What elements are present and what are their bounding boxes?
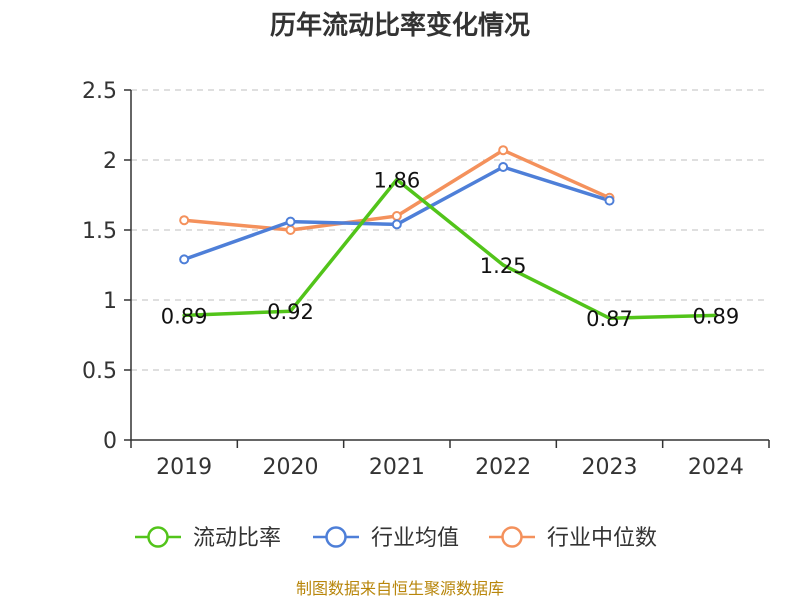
series-line: [182, 177, 718, 320]
series-point: [285, 225, 296, 235]
y-tick-label: 1.5: [82, 219, 117, 244]
legend-marker: [325, 526, 347, 548]
data-label: 0.92: [267, 300, 314, 324]
x-tick-label: 2023: [582, 455, 638, 480]
series-point: [498, 162, 509, 172]
data-labels: 0.89 0.92 1.86 1.25 0.87 0.89: [161, 169, 739, 332]
x-tick-label: 2021: [369, 455, 425, 480]
series-points: [179, 145, 615, 265]
series-lines: [182, 148, 718, 320]
y-tick-label: 0: [103, 429, 117, 454]
x-axis-ticks: 2019 2020 2021 2022 2023 2024: [156, 455, 744, 480]
y-tick-label: 1: [103, 289, 117, 314]
legend-label: 流动比率: [193, 526, 281, 551]
legend-label: 行业中位数: [547, 526, 657, 551]
data-label: 0.89: [692, 304, 739, 328]
legend-marker: [147, 526, 169, 548]
x-tick-label: 2022: [475, 455, 531, 480]
data-label: 1.25: [480, 254, 527, 278]
y-tick-label: 0.5: [82, 359, 117, 384]
series-point: [604, 195, 615, 206]
chart-title: 历年流动比率变化情况: [270, 10, 530, 41]
data-label: 0.89: [161, 304, 208, 328]
y-tick-label: 2.5: [82, 79, 117, 104]
y-tick-label: 2: [103, 149, 117, 174]
series-point: [391, 211, 402, 221]
series-point: [179, 215, 190, 226]
axes: [124, 89, 770, 448]
source-note: 制图数据来自恒生聚源数据库: [296, 579, 504, 598]
y-axis-ticks: 0 0.5 1 1.5 2 2.5: [82, 79, 117, 454]
series-point: [498, 145, 509, 156]
x-tick-label: 2024: [688, 455, 744, 480]
legend-label: 行业均值: [371, 526, 459, 551]
x-tick-label: 2020: [263, 455, 319, 480]
data-label: 1.86: [373, 169, 420, 193]
x-tick-label: 2019: [156, 455, 212, 480]
data-label: 0.87: [586, 307, 633, 331]
grid-lines: [131, 89, 769, 371]
legend-marker: [501, 526, 523, 548]
series-point: [179, 254, 190, 265]
series-point: [285, 216, 296, 227]
legend: 流动比率 行业均值 行业中位数: [135, 526, 657, 551]
series-point: [391, 219, 402, 230]
